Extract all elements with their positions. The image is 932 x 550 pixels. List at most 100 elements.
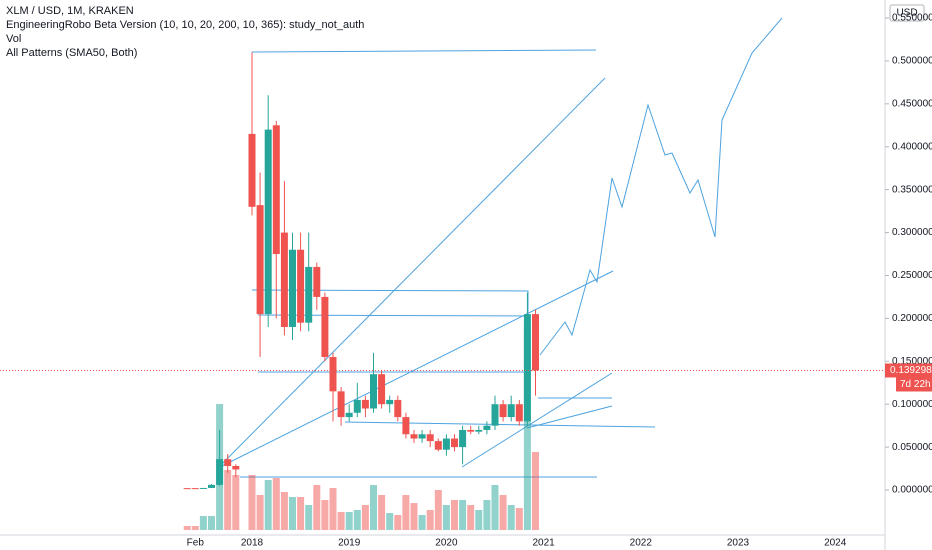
y-tick-label: 0.500000: [892, 56, 932, 67]
x-tick-label: 2024: [824, 538, 847, 549]
volume-bar: [378, 495, 386, 530]
volume-bar: [264, 480, 272, 530]
volume-bar: [305, 505, 313, 530]
volume-bar: [361, 505, 369, 530]
candle-body: [467, 429, 475, 432]
candle-body: [386, 399, 394, 405]
candle-body: [337, 391, 345, 418]
volume-bar: [289, 497, 296, 530]
trend-line: [251, 49, 597, 53]
countdown-label: 7d 22h: [900, 379, 931, 390]
countdown-box: [896, 377, 932, 392]
candle-body: [313, 266, 321, 297]
volume-bar: [442, 505, 450, 530]
volume-bar: [410, 503, 418, 530]
volume-bar: [515, 508, 523, 530]
candle-body: [297, 249, 305, 323]
candle-body: [264, 129, 272, 315]
volume-bar: [434, 490, 442, 530]
volume-bar: [321, 500, 329, 530]
y-tick-label: 0.550000: [892, 13, 932, 24]
candle-body: [248, 133, 256, 207]
candle-body: [378, 374, 386, 405]
candle-body: [191, 488, 199, 490]
indicator-label: Vol: [6, 33, 21, 45]
y-tick-label: 0.100000: [892, 399, 932, 410]
candle-body: [418, 434, 426, 439]
candle-body: [280, 232, 288, 327]
x-tick-label: 2021: [532, 538, 555, 549]
candle-body: [410, 434, 418, 439]
currency-label[interactable]: USD: [896, 8, 917, 19]
y-tick-label: 0.200000: [892, 313, 932, 324]
candle-body: [361, 399, 369, 409]
volume-bar: [459, 500, 467, 530]
candle-body: [434, 441, 442, 450]
indicator-label: EngineeringRobo Beta Version (10, 10, 20…: [6, 19, 364, 31]
y-tick-label: 0.000000: [892, 485, 932, 496]
trend-line: [251, 289, 529, 318]
volume-bar: [280, 492, 288, 530]
candle-body: [208, 484, 215, 488]
y-tick-label: 0.250000: [892, 270, 932, 281]
volume-bar: [248, 475, 256, 530]
currency-button[interactable]: [889, 4, 925, 22]
chart-title: XLM / USD, 1M, KRAKEN: [6, 5, 134, 17]
y-tick-label: 0.350000: [892, 184, 932, 195]
candle-body: [523, 314, 531, 422]
x-tick-label: 2020: [435, 538, 458, 549]
candle-body: [515, 404, 523, 422]
candle-body: [272, 125, 280, 255]
volume-bar: [499, 495, 507, 530]
volume-bar: [483, 500, 491, 530]
y-tick-label: 0.450000: [892, 98, 932, 109]
volume-bar: [313, 485, 321, 530]
volume-bar: [370, 485, 377, 530]
x-tick-label: 2022: [630, 538, 653, 549]
trend-line: [217, 270, 614, 469]
candle-body: [370, 374, 377, 409]
candle-body: [216, 459, 224, 485]
volume-bar: [224, 470, 232, 530]
volume-bar: [386, 513, 394, 530]
volume-bar: [467, 505, 475, 530]
volume-bar: [426, 510, 434, 530]
candle-body: [321, 296, 329, 358]
candle-body: [426, 434, 434, 442]
volume-bar: [256, 495, 264, 530]
drawings: [217, 17, 783, 478]
volume-bar: [272, 478, 280, 530]
volume-bar: [394, 515, 402, 530]
projection-line: [539, 17, 783, 356]
y-tick-label: 0.050000: [892, 442, 932, 453]
y-tick-label: 0.150000: [892, 356, 932, 367]
x-tick-label: Feb: [187, 538, 205, 549]
candle-body: [394, 399, 402, 418]
candle-body: [451, 438, 458, 448]
candle-body: [499, 404, 507, 418]
trend-line: [344, 421, 656, 428]
trend-line: [461, 372, 613, 468]
volume-bar: [507, 505, 515, 530]
volume-bar: [491, 485, 499, 530]
volume-bar: [297, 497, 305, 530]
candle-body: [475, 429, 483, 432]
last-price-label: 0.139298: [890, 365, 932, 376]
candle-body: [459, 429, 467, 448]
candle-body: [402, 417, 410, 435]
candle-body: [232, 466, 240, 470]
trend-line: [526, 405, 613, 429]
x-tick-label: 2023: [727, 538, 750, 549]
last-price-box: [885, 363, 932, 378]
candle-body: [289, 249, 296, 327]
volume-bar: [532, 452, 539, 530]
volume-bar: [191, 526, 199, 530]
volume-bar: [183, 526, 191, 530]
volume-bar: [523, 330, 531, 530]
volume-bar: [232, 475, 240, 530]
y-tick-label: 0.400000: [892, 141, 932, 152]
candle-body: [199, 487, 207, 489]
y-tick-label: 0.300000: [892, 227, 932, 238]
